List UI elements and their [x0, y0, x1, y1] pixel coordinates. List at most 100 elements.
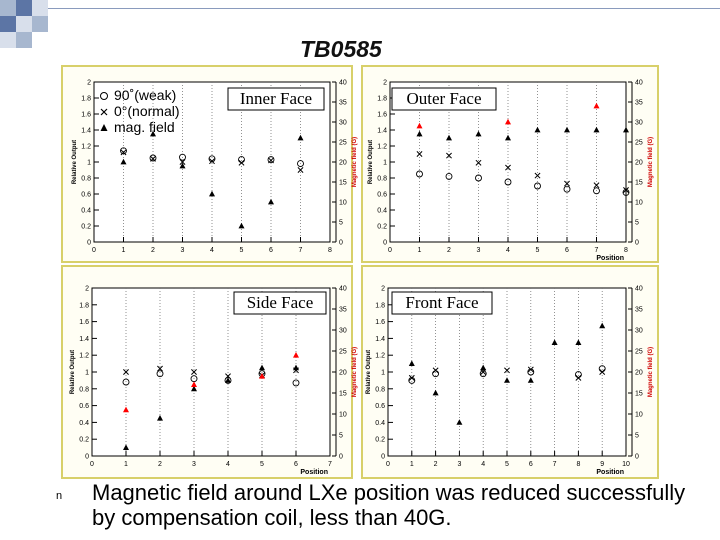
y2-tick-label: 10 — [635, 200, 643, 207]
x-tick-label: 4 — [506, 247, 510, 254]
decor-square — [32, 0, 48, 16]
y2-tick-label: 25 — [339, 349, 347, 356]
x-tick-label: 2 — [151, 247, 155, 254]
data-point-cross — [446, 152, 452, 159]
legend: 90˚(weak)0°(normal)mag. field — [100, 87, 180, 135]
data-point-cross — [123, 369, 129, 375]
data-point-cross — [505, 164, 511, 171]
y-tick-label: 2 — [87, 80, 91, 87]
x-tick-label: 9 — [600, 461, 604, 468]
y-tick-label: 2 — [85, 286, 89, 293]
data-point-triangle — [408, 360, 415, 366]
y-tick-label: 0.8 — [81, 176, 91, 183]
data-point-cross — [225, 373, 231, 380]
data-point-triangle — [505, 134, 511, 141]
x-tick-label: 5 — [536, 247, 540, 254]
y-tick-label: 1.8 — [377, 96, 387, 103]
y-axis-label: Relative Output — [368, 140, 374, 184]
data-point-triangle — [593, 126, 600, 133]
data-point-triangle — [446, 134, 452, 141]
y2-tick-label: 20 — [339, 370, 347, 377]
x-tick-label: 3 — [477, 247, 481, 254]
data-point-circle — [534, 182, 541, 190]
data-point-cross — [504, 367, 510, 374]
data-point-circle — [149, 154, 157, 162]
data-point-triangle — [534, 126, 541, 133]
y-tick-label: 2 — [383, 80, 387, 87]
x-tick-label: 4 — [226, 461, 230, 468]
y-tick-label: 0.2 — [377, 224, 387, 231]
x-tick-label: 4 — [210, 247, 214, 254]
data-point-triangle — [575, 339, 582, 345]
data-point-circle — [416, 170, 423, 178]
y-tick-label: 0.2 — [81, 224, 91, 231]
y-tick-label: 0.8 — [377, 176, 387, 183]
y-tick-label: 1.6 — [79, 319, 89, 326]
y2-tick-label: 25 — [339, 140, 347, 147]
decor-square — [0, 16, 16, 32]
data-point-triangle — [564, 126, 570, 133]
data-point-triangle — [293, 352, 299, 358]
y2-tick-label: 15 — [635, 391, 643, 398]
panel-title-box — [391, 87, 497, 111]
y2-tick-label: 15 — [339, 180, 347, 187]
data-point-triangle — [475, 130, 482, 137]
data-point-cross — [297, 167, 304, 173]
data-point-cross — [593, 182, 600, 189]
x-tick-label: 6 — [294, 461, 298, 468]
y-tick-label: 1.2 — [377, 144, 387, 151]
x-axis-label: Position — [596, 469, 624, 476]
data-point-circle — [122, 378, 130, 386]
x-tick-label: 1 — [124, 461, 128, 468]
chart-panel-1: 0 1 2 3 4 5 6 7 800.20.40.60.811.21.41.61.820510… — [61, 65, 358, 263]
data-point-triangle — [225, 377, 231, 383]
data-point-cross — [120, 149, 127, 156]
y-tick-label: 0.2 — [375, 437, 385, 444]
data-point-circle — [292, 379, 300, 387]
panel-title-box — [391, 291, 493, 315]
x-tick-label: 2 — [158, 461, 162, 468]
decor-square — [32, 16, 48, 32]
data-point-triangle — [297, 134, 304, 141]
x-tick-label: 7 — [328, 461, 332, 468]
y2-tick-label: 25 — [635, 349, 643, 356]
data-point-cross — [623, 187, 629, 193]
data-point-triangle — [157, 415, 163, 421]
decor-square — [16, 0, 32, 16]
x-tick-label: 5 — [260, 461, 264, 468]
y2-tick-label: 0 — [339, 454, 343, 461]
x-tick-label: 5 — [505, 461, 509, 468]
y2-tick-label: 35 — [635, 307, 643, 314]
y-tick-label: 1.4 — [79, 336, 89, 343]
y-tick-label: 1.8 — [375, 302, 385, 309]
x-tick-label: 2 — [447, 247, 451, 254]
x-tick-label: 2 — [434, 461, 438, 468]
decor-square — [0, 0, 16, 16]
y2-tick-label: 10 — [339, 412, 347, 419]
y2-tick-label: 40 — [635, 80, 643, 87]
y-tick-label: 0 — [383, 240, 387, 247]
data-point-cross — [191, 369, 197, 375]
y2-axis-label: Magnetic field (G) — [648, 347, 654, 397]
y2-tick-label: 0 — [635, 240, 639, 247]
y-tick-label: 1.6 — [377, 112, 387, 119]
legend-label: 0°(normal) — [114, 103, 180, 119]
y-tick-label: 1 — [85, 370, 89, 377]
data-point-triangle — [191, 381, 197, 387]
plot-area — [91, 287, 331, 457]
y2-tick-label: 5 — [339, 220, 343, 227]
y2-tick-label: 35 — [339, 307, 347, 314]
data-point-triangle — [504, 377, 510, 383]
y-tick-label: 0.4 — [375, 420, 385, 427]
data-point-cross — [157, 365, 163, 372]
y-tick-label: 0.6 — [79, 403, 89, 410]
y-tick-label: 0.4 — [79, 420, 89, 427]
legend-label: mag. field — [114, 119, 175, 135]
data-point-circle — [479, 370, 487, 378]
data-point-triangle — [179, 162, 186, 169]
y2-tick-label: 20 — [635, 160, 643, 167]
data-point-cross — [268, 157, 274, 164]
data-point-triangle — [123, 406, 129, 413]
x-tick-label: 1 — [122, 247, 126, 254]
